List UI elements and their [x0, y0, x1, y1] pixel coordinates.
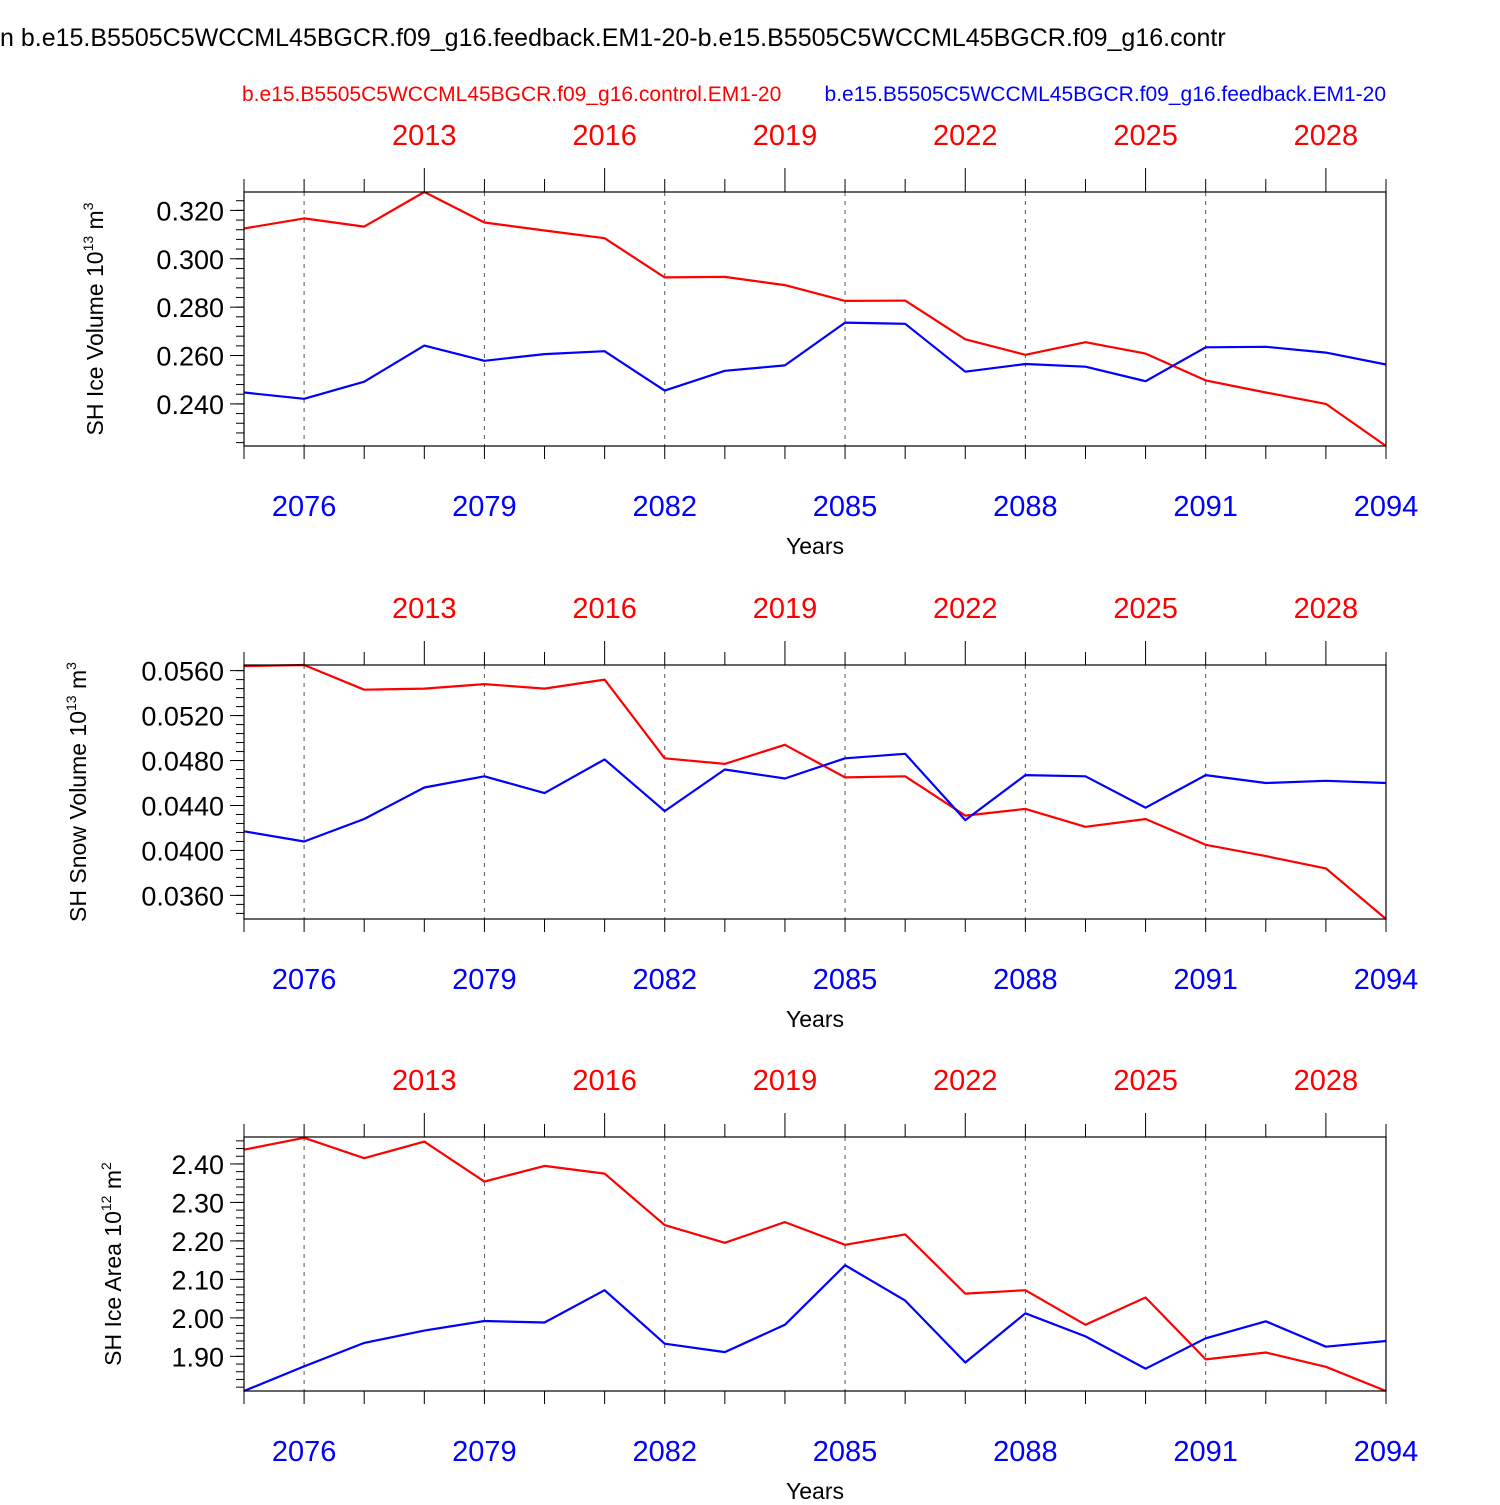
series-line-blue: [243, 1264, 1387, 1393]
plot-frame: [243, 191, 1387, 447]
y-axis-label-part: SH Snow Volume 10: [65, 711, 91, 922]
x-tick-label-top: 2013: [392, 1065, 457, 1097]
chart-panels: 2076 2079 2082 2085 2088 2091 2094 2013 2016 2019…: [63, 120, 1419, 1504]
y-tick-label: 0.300: [156, 245, 224, 275]
x-tick-label-top: 2022: [933, 1065, 998, 1097]
y-axis-label: SH Ice Volume 1013 m3: [80, 202, 108, 435]
x-tick-label-top: 2022: [933, 120, 998, 152]
x-tick-label-bottom: 2085: [813, 1436, 878, 1468]
x-tick-label-top: 2028: [1294, 120, 1359, 152]
x-tick-label-bottom: 2088: [993, 964, 1058, 996]
plot-frame: [243, 1136, 1387, 1392]
figure-title: n b.e15.B5505C5WCCML45BGCR.f09_g16.feedb…: [0, 24, 1226, 52]
x-tick-label-top: 2016: [572, 593, 637, 625]
x-tick-label-bottom: 2076: [272, 491, 337, 523]
y-tick-label: 2.10: [171, 1265, 224, 1295]
y-axis-label-part: 3: [80, 202, 96, 210]
y-tick-label: 0.320: [156, 196, 224, 226]
y-axis-label-part: 3: [63, 662, 79, 670]
x-tick-label-top: 2025: [1113, 593, 1178, 625]
legend-blue-series: b.e15.B5505C5WCCML45BGCR.f09_g16.feedbac…: [825, 83, 1386, 106]
y-axis-label-part: m: [82, 210, 108, 236]
x-tick-label-bottom: 2082: [632, 1436, 697, 1468]
x-tick-label-bottom: 2094: [1354, 1436, 1419, 1468]
x-tick-label-top: 2019: [753, 593, 818, 625]
y-axis-label: SH Ice Area 1012 m2: [98, 1162, 126, 1366]
y-tick-label: 2.30: [171, 1188, 224, 1218]
x-tick-label-top: 2022: [933, 593, 998, 625]
y-axis-label: SH Snow Volume 1013 m3: [63, 662, 91, 922]
y-tick-label: 0.280: [156, 293, 224, 323]
legend-red-series: b.e15.B5505C5WCCML45BGCR.f09_g16.control…: [242, 83, 781, 106]
x-tick-label-top: 2019: [753, 1065, 818, 1097]
plot-frame: [243, 664, 1387, 920]
x-tick-label-bottom: 2094: [1354, 964, 1419, 996]
x-tick-label-top: 2025: [1113, 1065, 1178, 1097]
y-tick-label: 1.90: [171, 1342, 224, 1372]
series-line-red: [243, 1136, 1387, 1393]
y-tick-label: 0.0480: [141, 747, 224, 777]
y-axis-label-part: SH Ice Volume 10: [82, 251, 108, 435]
x-axis-label: Years: [786, 1006, 844, 1032]
chart-panel-2: 2076 2079 2082 2085 2088 2091 2094 2013 2016 2019…: [63, 593, 1418, 1032]
x-tick-label-top: 2028: [1294, 1065, 1359, 1097]
y-tick-label: 2.00: [171, 1304, 224, 1334]
x-tick-label-bottom: 2082: [632, 491, 697, 523]
series-line-blue: [243, 321, 1387, 400]
x-tick-label-bottom: 2082: [632, 964, 697, 996]
x-tick-label-top: 2025: [1113, 120, 1178, 152]
y-tick-label: 0.0400: [141, 836, 224, 866]
x-tick-label-bottom: 2079: [452, 1436, 517, 1468]
y-tick-label: 0.240: [156, 390, 224, 420]
x-tick-label-bottom: 2088: [993, 491, 1058, 523]
y-axis-label-part: SH Ice Area 10: [100, 1211, 126, 1366]
x-tick-label-top: 2013: [392, 593, 457, 625]
x-axis-label: Years: [786, 533, 844, 559]
y-axis-label-part: 13: [63, 695, 79, 711]
x-tick-label-bottom: 2088: [993, 1436, 1058, 1468]
x-tick-label-top: 2016: [572, 120, 637, 152]
series-line-red: [243, 190, 1387, 447]
x-tick-label-bottom: 2079: [452, 964, 517, 996]
y-axis-label-part: m: [100, 1170, 126, 1196]
x-tick-label-bottom: 2091: [1173, 491, 1238, 523]
y-tick-label: 2.20: [171, 1227, 224, 1257]
x-tick-label-bottom: 2091: [1173, 964, 1238, 996]
x-tick-label-top: 2028: [1294, 593, 1359, 625]
x-tick-label-bottom: 2094: [1354, 491, 1419, 523]
x-tick-label-top: 2013: [392, 120, 457, 152]
x-tick-label-bottom: 2085: [813, 964, 878, 996]
x-tick-label-bottom: 2076: [272, 964, 337, 996]
x-tick-label-bottom: 2091: [1173, 1436, 1238, 1468]
x-tick-label-bottom: 2085: [813, 491, 878, 523]
y-tick-label: 0.0440: [141, 791, 224, 821]
chart-panel-3: 2076 2079 2082 2085 2088 2091 2094 2013 2016 2019…: [98, 1065, 1419, 1504]
series-line-red: [243, 663, 1387, 920]
x-tick-label-bottom: 2076: [272, 1436, 337, 1468]
x-tick-label-top: 2019: [753, 120, 818, 152]
y-axis-label-part: 2: [98, 1162, 114, 1170]
y-tick-label: 0.0560: [141, 657, 224, 687]
y-tick-label: 0.0520: [141, 702, 224, 732]
x-tick-label-top: 2016: [572, 1065, 637, 1097]
y-tick-label: 2.40: [171, 1150, 224, 1180]
chart-panel-1: 2076 2079 2082 2085 2088 2091 2094 2013 2016 2019…: [80, 120, 1418, 559]
y-tick-label: 0.0360: [141, 881, 224, 911]
y-axis-label-part: 12: [98, 1195, 114, 1211]
x-tick-label-bottom: 2079: [452, 491, 517, 523]
y-axis-label-part: m: [65, 670, 91, 696]
y-tick-label: 0.260: [156, 342, 224, 372]
x-axis-label: Years: [786, 1478, 844, 1500]
y-axis-label-part: 13: [80, 236, 96, 252]
series-line-blue: [243, 752, 1387, 843]
